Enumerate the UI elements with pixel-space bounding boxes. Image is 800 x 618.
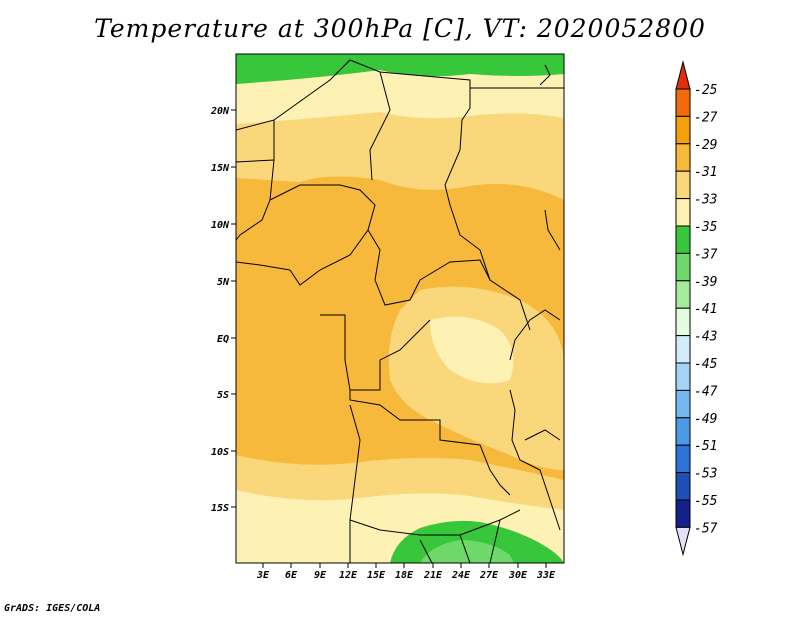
colorbar-swatch [675, 198, 691, 227]
colorbar-swatch [675, 307, 691, 337]
colorbar-label: -31 [694, 165, 717, 180]
grads-credit: GrADS: IGES/COLA [4, 603, 101, 614]
map-frame [235, 53, 565, 564]
chart-title: Temperature at 300hPa [C], VT: 202005280… [94, 14, 706, 43]
lon-label: 33E [536, 570, 556, 581]
lat-label: 5S [217, 390, 229, 401]
colorbar-swatch [675, 88, 691, 117]
colorbar-swatch [675, 499, 691, 528]
colorbar-label: -41 [694, 302, 717, 317]
colorbar-swatch [675, 472, 691, 501]
lat-label: EQ [217, 334, 229, 345]
lat-label: 15S [211, 503, 229, 514]
lon-axis: 3E 6E 9E 12E 15E 18E 21E 24E 27E 30E 33E [256, 563, 556, 581]
colorbar-swatch [675, 417, 691, 446]
lat-label: 20N [210, 106, 230, 117]
temperature-field [236, 54, 564, 563]
lon-label: 9E [314, 570, 327, 581]
lat-label: 15N [211, 163, 230, 174]
lat-label: 10S [211, 447, 229, 458]
colorbar-swatch [675, 143, 691, 172]
lat-axis: 20N 15N 10N 5N EQ 5S 10S 15S [210, 106, 236, 514]
colorbar-label: -33 [694, 193, 717, 208]
colorbar-swatch [675, 170, 691, 200]
colorbar-label: -47 [694, 384, 718, 399]
lon-label: 3E [256, 570, 270, 581]
colorbar-swatch [675, 115, 691, 145]
colorbar-label: -29 [694, 138, 717, 153]
colorbar-swatch [675, 335, 691, 364]
colorbar-swatch [675, 389, 691, 419]
colorbar-swatch [675, 252, 691, 282]
colorbar-label: -25 [694, 83, 718, 98]
colorbar-swatch [675, 280, 691, 309]
colorbar-label: -35 [694, 220, 718, 235]
colorbar-label: -57 [694, 521, 718, 536]
colorbar-label: -51 [694, 439, 717, 454]
lon-label: 18E [395, 570, 414, 581]
colorbar-swatch [675, 444, 691, 474]
lon-label: 27E [479, 570, 499, 581]
lat-label: 5N [217, 277, 230, 288]
lon-label: 12E [339, 570, 358, 581]
colorbar-label: -55 [694, 494, 718, 509]
field-band-35-33-central [430, 316, 514, 384]
lon-label: 30E [508, 570, 528, 581]
colorbar-label: -27 [694, 110, 718, 125]
country-borders [236, 59, 564, 563]
colorbar-arrow-top [675, 60, 691, 90]
lon-label: 6E [285, 570, 298, 581]
colorbar-swatch [675, 225, 691, 254]
colorbar-label: -53 [694, 467, 717, 482]
field-band-37-35-north [236, 54, 564, 84]
colorbar-label: -45 [694, 357, 718, 372]
colorbar-label: -37 [694, 247, 718, 262]
field-band-39-37-south [420, 540, 514, 563]
colorbar: -25 -27 -29 -31 -33 -35 -37 -39 -41 -43 -45 -47 -49 -… [675, 60, 718, 557]
lon-label: 15E [367, 570, 386, 581]
colorbar-label: -43 [694, 330, 717, 345]
colorbar-label: -49 [694, 412, 717, 427]
lon-label: 21E [423, 570, 443, 581]
colorbar-label: -39 [694, 275, 717, 290]
colorbar-swatch [675, 362, 691, 391]
lon-label: 24E [451, 570, 471, 581]
lat-label: 10N [211, 220, 230, 231]
colorbar-arrow-bottom [675, 526, 691, 557]
